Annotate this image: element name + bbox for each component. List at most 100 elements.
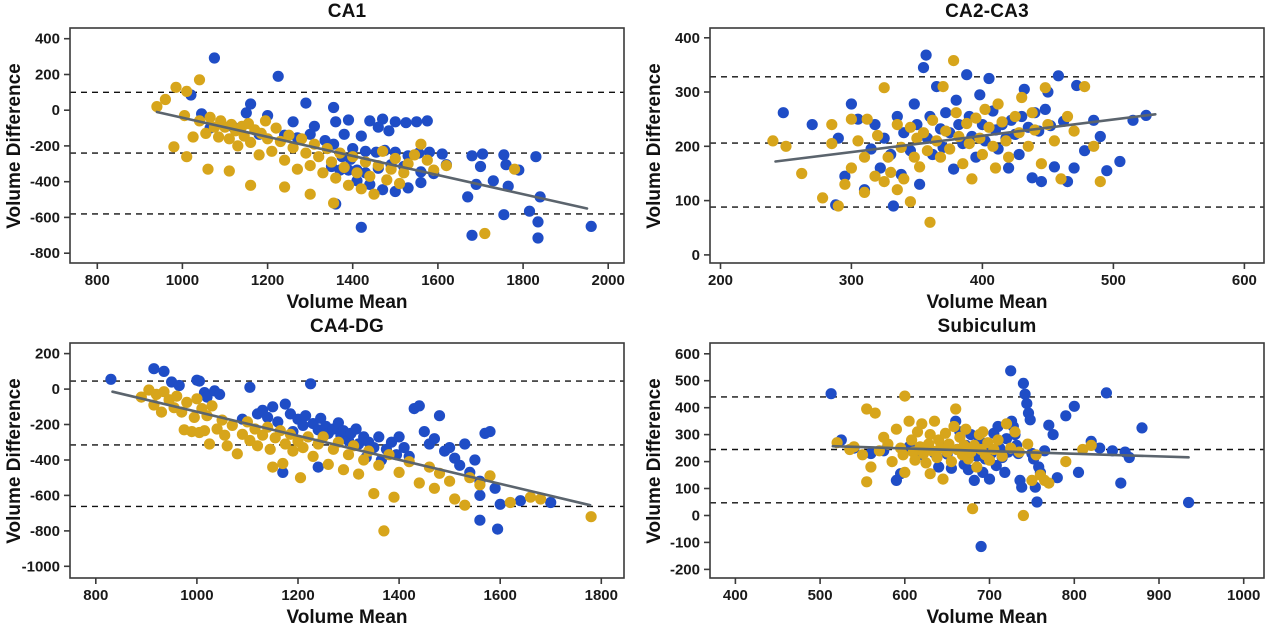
data-point: [291, 163, 303, 175]
x-tick-label: 600: [892, 587, 917, 604]
x-tick-label: 500: [1101, 272, 1126, 289]
data-point: [903, 415, 915, 427]
x-tick-label: 600: [1232, 272, 1257, 289]
data-point: [373, 459, 385, 471]
data-point: [920, 49, 932, 61]
data-point: [962, 464, 974, 476]
data-point: [287, 116, 299, 128]
data-point: [466, 229, 478, 241]
x-axis-label: Volume Mean: [286, 607, 408, 628]
y-tick-label: -400: [30, 452, 60, 469]
data-point: [287, 142, 299, 154]
y-tick-label: 400: [675, 30, 700, 47]
data-point: [498, 149, 510, 161]
y-axis-label: Volume Difference: [4, 378, 25, 544]
data-point: [1060, 456, 1072, 468]
data-point: [1072, 466, 1085, 478]
data-point: [992, 98, 1004, 110]
data-point: [1017, 509, 1029, 522]
panel-border: [69, 27, 625, 264]
y-tick-label: -800: [30, 245, 60, 262]
data-point: [974, 132, 986, 144]
y-tick-label: -600: [30, 209, 60, 226]
data-point: [462, 191, 474, 203]
data-point: [466, 150, 478, 162]
data-point: [226, 419, 238, 431]
data-point: [966, 173, 978, 185]
data-point: [444, 475, 456, 487]
y-tick-label: 400: [675, 400, 700, 417]
data-point: [353, 468, 365, 480]
data-point: [858, 151, 871, 163]
data-point: [1088, 140, 1100, 152]
data-point: [887, 200, 899, 212]
data-point: [514, 495, 527, 507]
data-point: [899, 390, 911, 402]
data-point: [1035, 176, 1047, 188]
x-tick-label: 2000: [592, 272, 625, 289]
data-point: [767, 135, 779, 147]
data-point: [355, 221, 367, 233]
data-point: [203, 438, 216, 450]
data-point: [1068, 162, 1080, 174]
data-point: [219, 429, 231, 441]
data-point: [168, 141, 180, 153]
data-point: [504, 496, 516, 509]
data-point: [400, 117, 412, 129]
data-point: [806, 119, 818, 131]
data-point: [1035, 158, 1047, 170]
y-tick-label: 100: [675, 481, 700, 498]
panel-title: CA4-DG: [309, 316, 385, 337]
y-tick-label: 0: [52, 102, 60, 119]
data-point: [240, 107, 252, 119]
data-point: [449, 493, 461, 505]
data-point: [869, 170, 881, 182]
data-point: [389, 152, 401, 165]
data-point: [963, 138, 975, 150]
data-point: [976, 148, 988, 161]
data-point: [937, 473, 949, 485]
data-point: [1000, 433, 1013, 445]
data-point: [377, 145, 389, 157]
y-tick-label: 500: [675, 373, 700, 390]
data-point: [989, 162, 1002, 174]
data-point: [364, 170, 376, 182]
data-point: [924, 429, 936, 441]
data-point: [304, 188, 316, 200]
x-tick-label: 500: [808, 587, 833, 604]
data-point: [934, 151, 947, 163]
data-point: [158, 365, 170, 377]
data-point: [914, 178, 926, 190]
data-point: [223, 133, 235, 145]
y-tick-label: -600: [30, 487, 60, 504]
data-point: [898, 173, 910, 185]
data-point: [277, 466, 289, 478]
data-point: [1026, 107, 1038, 119]
data-point: [377, 184, 389, 196]
x-tick-label: 800: [1062, 587, 1087, 604]
data-point: [151, 101, 163, 113]
panel-ca1: 800 1000 1200 1400 1600 1800 2000 400 200 0 -200 -4…: [0, 0, 640, 315]
data-point: [477, 148, 489, 160]
x-axis-label: Volume Mean: [926, 292, 1048, 313]
scatter-series-gold: [151, 74, 521, 240]
data-point: [817, 192, 829, 204]
x-tick-label: 1400: [382, 587, 415, 604]
data-point: [1094, 176, 1106, 188]
data-point: [279, 181, 291, 193]
data-point: [523, 205, 536, 217]
x-tick-label: 1800: [585, 587, 618, 604]
y-tick-label: 100: [675, 193, 700, 210]
data-point: [245, 179, 257, 191]
data-point: [204, 111, 216, 123]
data-point: [891, 119, 903, 131]
data-point: [307, 450, 319, 462]
data-point: [927, 114, 939, 126]
x-axis-label: Volume Mean: [286, 292, 408, 313]
data-point: [347, 143, 359, 155]
data-point: [181, 151, 193, 163]
data-point: [886, 456, 898, 468]
data-point: [500, 159, 512, 171]
data-point: [1101, 165, 1113, 177]
data-point: [214, 388, 226, 400]
